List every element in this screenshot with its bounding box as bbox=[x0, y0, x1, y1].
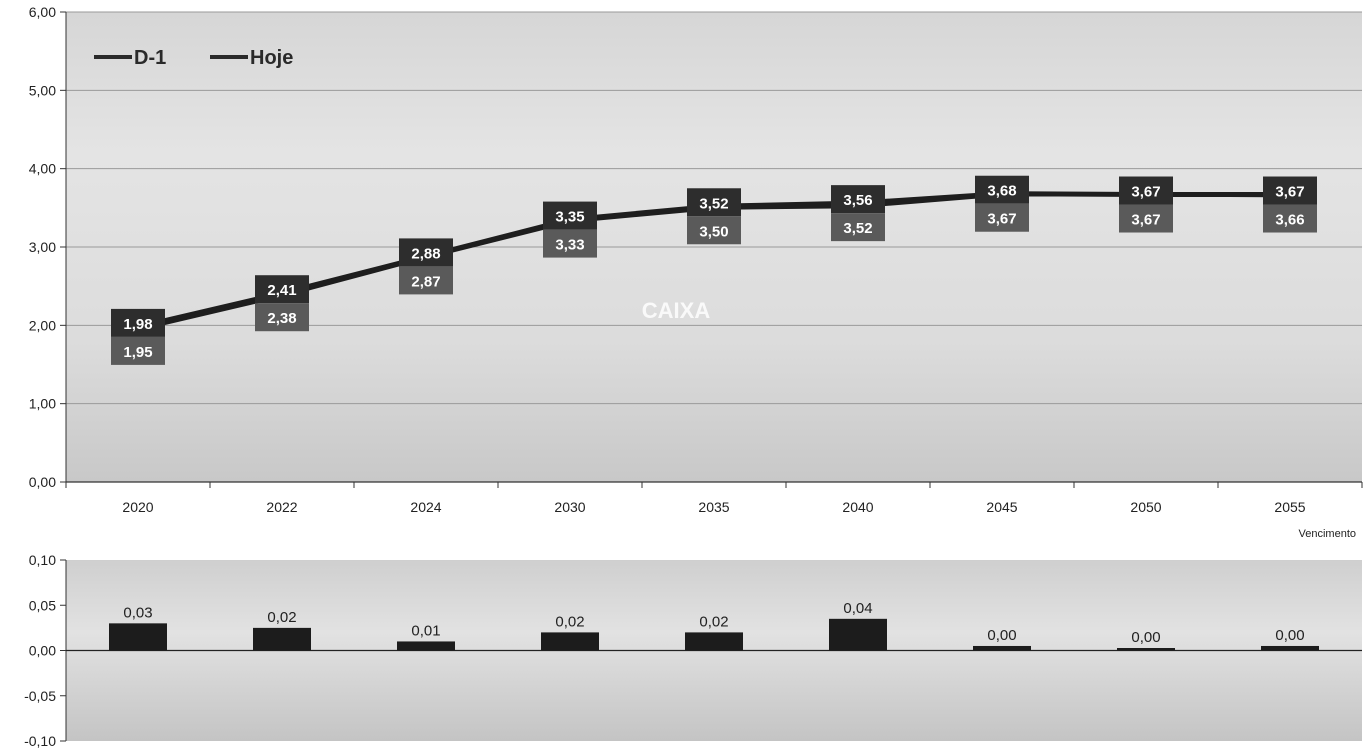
hoje-label-box bbox=[831, 185, 885, 214]
hoje-label-box bbox=[1263, 176, 1317, 205]
bar-y-tick-label: 0,00 bbox=[29, 643, 56, 659]
d1-label-box bbox=[1263, 204, 1317, 233]
bar-y-tick-label: 0,10 bbox=[29, 552, 56, 568]
d1-label-box bbox=[255, 303, 309, 332]
hoje-label-box bbox=[399, 238, 453, 267]
x-tick-label: 2020 bbox=[122, 499, 153, 515]
d1-label-box bbox=[975, 203, 1029, 232]
hoje-data-label: 3,67 bbox=[1131, 184, 1160, 201]
d1-data-label: 3,50 bbox=[699, 223, 728, 240]
d1-data-label: 3,33 bbox=[555, 237, 584, 254]
d1-label-box bbox=[399, 266, 453, 295]
legend: D-1 Hoje bbox=[94, 47, 293, 69]
hoje-data-label: 3,52 bbox=[699, 195, 728, 212]
diff-bar-label: 0,00 bbox=[1131, 629, 1160, 646]
diff-bar bbox=[397, 641, 455, 651]
d1-data-label: 3,52 bbox=[843, 220, 872, 237]
hoje-data-label: 1,98 bbox=[123, 316, 152, 333]
hoje-data-label: 3,56 bbox=[843, 192, 872, 209]
d1-data-label: 3,67 bbox=[987, 211, 1016, 228]
d1-label-box bbox=[1119, 204, 1173, 233]
hoje-data-label: 2,88 bbox=[411, 245, 440, 262]
y-tick-label: 1,00 bbox=[29, 396, 56, 412]
d1-label-box bbox=[831, 213, 885, 242]
hoje-label-box bbox=[111, 308, 165, 337]
hoje-label-box bbox=[975, 175, 1029, 204]
diff-bar bbox=[685, 632, 743, 651]
d1-data-label: 1,95 bbox=[123, 344, 152, 361]
diff-bar-label: 0,00 bbox=[1275, 627, 1304, 644]
diff-bar bbox=[109, 623, 167, 651]
x-tick-label: 2055 bbox=[1274, 499, 1305, 515]
watermark-text: CAIXA bbox=[642, 298, 711, 323]
d1-label-box bbox=[543, 229, 597, 258]
legend-label: D-1 bbox=[134, 47, 166, 69]
y-tick-label: 5,00 bbox=[29, 82, 56, 98]
diff-bar bbox=[829, 618, 887, 651]
x-tick-label: 2035 bbox=[698, 499, 729, 515]
diff-bar-label: 0,01 bbox=[411, 622, 440, 639]
d1-data-label: 3,67 bbox=[1131, 212, 1160, 229]
x-tick-label: 2024 bbox=[410, 499, 441, 515]
diff-bar-label: 0,00 bbox=[987, 627, 1016, 644]
x-tick-label: 2040 bbox=[842, 499, 873, 515]
x-tick-label: 2030 bbox=[554, 499, 585, 515]
x-tick-label: 2045 bbox=[986, 499, 1017, 515]
diff-bar bbox=[1261, 645, 1319, 651]
hoje-data-label: 3,35 bbox=[555, 209, 584, 226]
x-tick-label: 2050 bbox=[1130, 499, 1161, 515]
y-tick-label: 6,00 bbox=[29, 4, 56, 20]
diff-bar bbox=[973, 645, 1031, 651]
d1-label-box bbox=[111, 336, 165, 365]
d1-data-label: 2,38 bbox=[267, 310, 296, 327]
y-tick-label: 3,00 bbox=[29, 239, 56, 255]
y-tick-label: 2,00 bbox=[29, 317, 56, 333]
hoje-label-box bbox=[255, 275, 309, 304]
d1-label-box bbox=[687, 216, 741, 245]
diff-bar bbox=[253, 627, 311, 651]
hoje-label-box bbox=[687, 188, 741, 217]
bar-y-tick-label: 0,05 bbox=[29, 597, 56, 613]
diff-bar-label: 0,02 bbox=[555, 613, 584, 630]
hoje-label-box bbox=[1119, 176, 1173, 205]
diff-bar bbox=[541, 632, 599, 651]
hoje-data-label: 3,68 bbox=[987, 183, 1016, 200]
hoje-label-box bbox=[543, 201, 597, 230]
diff-bar-label: 0,04 bbox=[843, 600, 872, 617]
y-tick-label: 0,00 bbox=[29, 474, 56, 490]
y-tick-label: 4,00 bbox=[29, 161, 56, 177]
hoje-data-label: 2,41 bbox=[267, 282, 296, 299]
hoje-data-label: 3,67 bbox=[1275, 184, 1304, 201]
bar-y-tick-label: -0,05 bbox=[24, 688, 56, 704]
x-tick-label: 2022 bbox=[266, 499, 297, 515]
diff-bar-label: 0,02 bbox=[267, 609, 296, 626]
diff-bar-label: 0,02 bbox=[699, 613, 728, 630]
d1-data-label: 3,66 bbox=[1275, 212, 1304, 229]
x-axis-title: Vencimento bbox=[1299, 528, 1356, 540]
d1-data-label: 2,87 bbox=[411, 273, 440, 290]
diff-bar bbox=[1117, 648, 1175, 651]
bar-y-tick-label: -0,10 bbox=[24, 733, 56, 749]
diff-bar-label: 0,03 bbox=[123, 604, 152, 621]
legend-label: Hoje bbox=[250, 47, 293, 69]
